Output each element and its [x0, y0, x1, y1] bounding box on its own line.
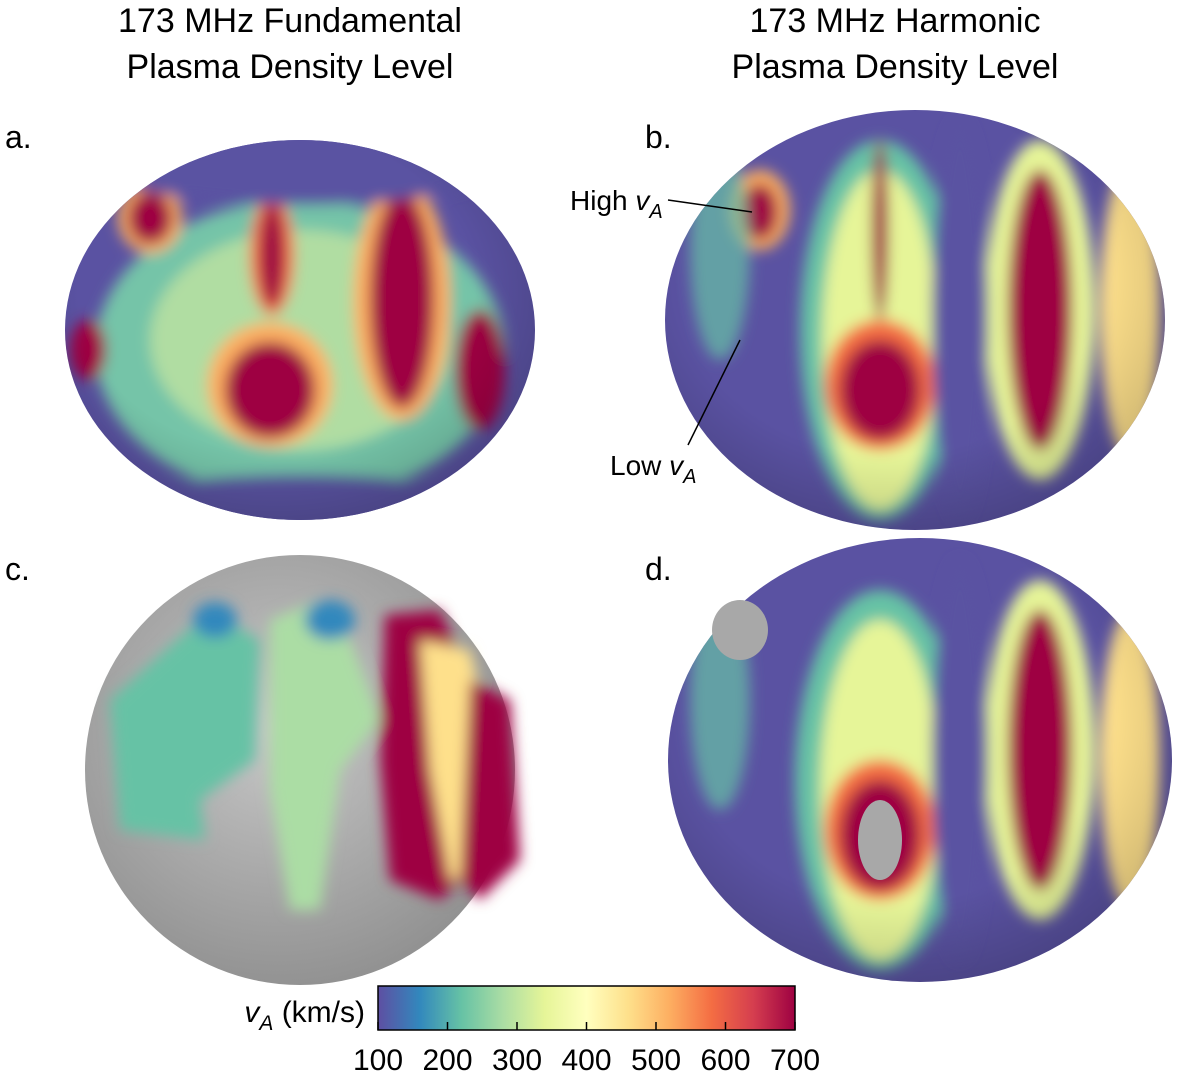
tick-label: 300 — [492, 1044, 542, 1077]
panel-label: c. — [5, 551, 30, 587]
colorbar: vA (km/s) 100 200 300 400 500 600 700 — [244, 985, 820, 1077]
tick-label: 500 — [631, 1044, 681, 1077]
tick-label: 200 — [422, 1044, 472, 1077]
surface-render — [65, 140, 535, 520]
panel-label: d. — [645, 551, 672, 587]
tick-label: 600 — [700, 1044, 750, 1077]
column-title: 173 MHz Fundamental — [118, 2, 462, 40]
colorbar-label: vA (km/s) — [244, 996, 365, 1035]
annotation: Low vA — [610, 450, 697, 488]
panel-label: b. — [645, 119, 672, 155]
column-title: Plasma Density Level — [127, 48, 454, 86]
annotation: High vA — [570, 185, 663, 223]
tick-label: 100 — [353, 1044, 403, 1077]
panel-label: a. — [5, 119, 32, 155]
surface-render — [665, 110, 1165, 530]
tick-label: 700 — [770, 1044, 820, 1077]
surface-render — [668, 538, 1172, 982]
surface-render — [85, 555, 520, 985]
tick-label: 400 — [561, 1044, 611, 1077]
annotation-line — [667, 199, 753, 213]
column-title: Plasma Density Level — [732, 48, 1059, 86]
column-title: 173 MHz Harmonic — [750, 2, 1041, 40]
annotation-line — [687, 339, 741, 446]
